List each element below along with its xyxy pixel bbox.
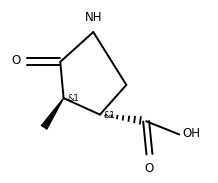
Text: O: O — [145, 163, 154, 175]
Text: &1: &1 — [104, 111, 115, 120]
Text: &1: &1 — [68, 94, 80, 103]
Text: O: O — [11, 55, 21, 68]
Polygon shape — [41, 98, 64, 130]
Text: OH: OH — [182, 127, 201, 140]
Text: NH: NH — [85, 11, 102, 24]
